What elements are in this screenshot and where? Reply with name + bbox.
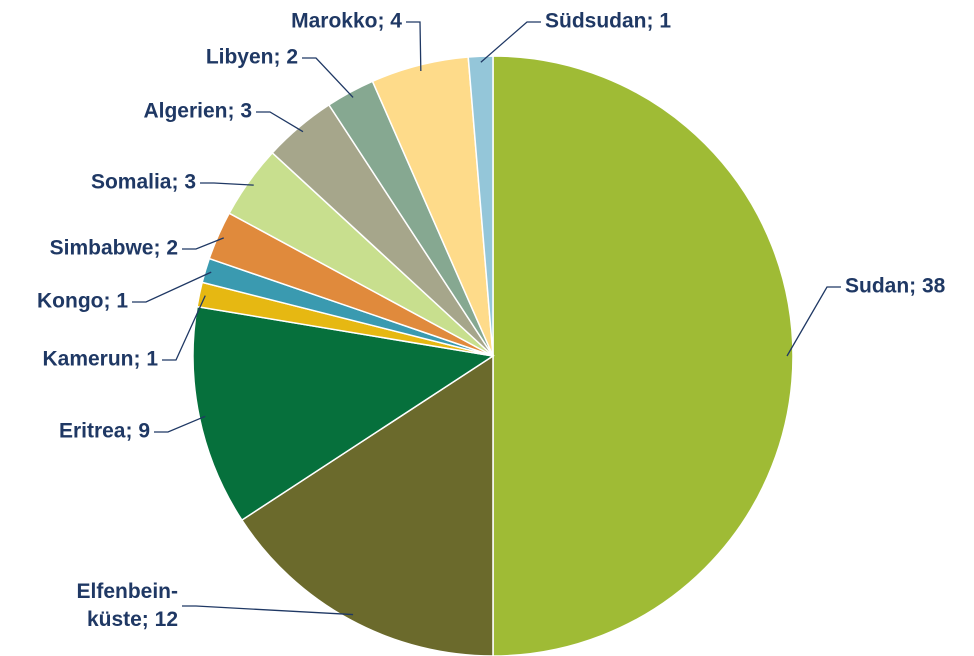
pie-slice [192,305,496,522]
data-label: Elfenbein-küste; 12 [76,580,178,631]
leader-line [200,182,254,186]
leader-line [302,57,354,98]
pie-slice [467,55,494,357]
leader-line [256,111,304,133]
data-label: Algerien; 3 [143,100,252,123]
leader-line [786,286,841,357]
data-label-line: Elfenbein- [76,580,178,603]
data-label: Marokko; 4 [291,10,402,33]
pie-slice [492,55,794,656]
leader-line [132,271,212,303]
pie-slice [240,354,494,656]
leader-line [480,21,541,63]
data-label: Somalia; 3 [91,171,196,194]
leader-line [182,605,354,616]
data-label-line: küste; 12 [87,608,178,631]
data-label: Eritrea; 9 [59,420,150,443]
leader-line [162,295,206,361]
data-label: Kamerun; 1 [42,348,158,371]
data-label: Südsudan; 1 [545,10,671,33]
leader-line [154,415,206,433]
data-label: Simbabwe; 2 [50,237,178,260]
leader-line [406,21,422,72]
data-label: Sudan; 38 [845,275,946,298]
data-label: Libyen; 2 [206,46,298,69]
data-label: Kongo; 1 [37,290,128,313]
leader-line [182,237,225,250]
